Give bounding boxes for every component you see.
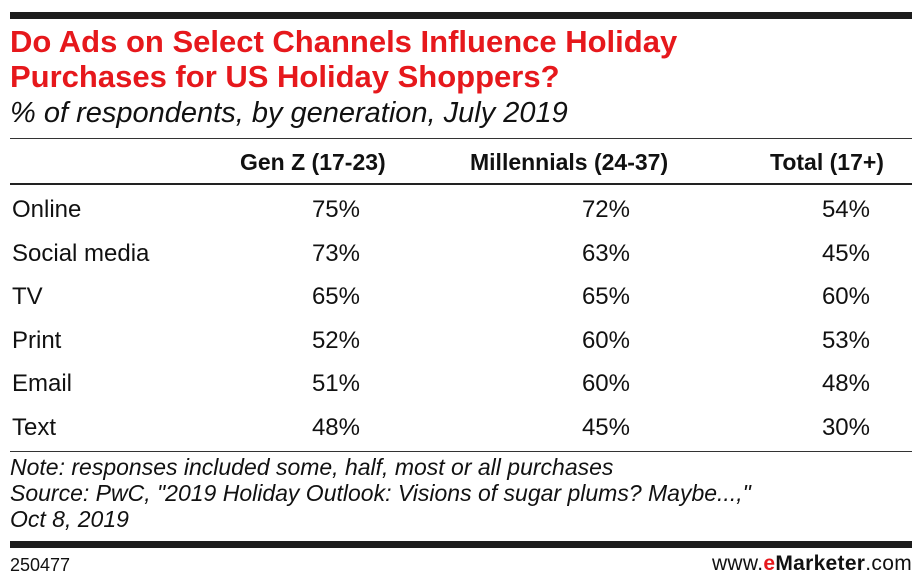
table-row: Social media 73% 63% 45%: [10, 232, 912, 275]
cell-total: 60%: [821, 283, 870, 310]
table-row: Print 52% 60% 53%: [10, 319, 912, 362]
cell-millennials: 72%: [581, 196, 630, 223]
column-header-millennials: Millennials (24-37): [470, 149, 669, 175]
header-bottom-rule: [10, 183, 912, 185]
cell-total: 30%: [821, 413, 870, 441]
cell-total: 48%: [821, 370, 870, 397]
cell-gen-z: 75%: [311, 196, 360, 223]
brand-suffix: .com: [865, 552, 912, 575]
cell-millennials: 63%: [581, 239, 630, 267]
row-label: Text: [12, 413, 57, 441]
cell-millennials: 60%: [581, 370, 630, 397]
table-row: Text 48% 45% 30%: [10, 406, 912, 449]
row-label: TV: [12, 283, 43, 310]
chart-title: Do Ads on Select Channels Influence Holi…: [10, 24, 678, 94]
brand-logo[interactable]: www.eMarketer.com: [712, 551, 912, 577]
table-row: Email 51% 60% 48%: [10, 362, 912, 405]
footer-rule: [10, 541, 912, 548]
chart-id: 250477: [10, 555, 71, 575]
table-row: TV 65% 65% 60%: [10, 275, 912, 318]
chart-note: Note: responses included some, half, mos…: [10, 454, 614, 480]
header-top-rule: [10, 138, 912, 139]
cell-total: 45%: [821, 239, 870, 267]
column-header-gen-z: Gen Z (17-23): [240, 149, 386, 175]
cell-millennials: 65%: [581, 283, 630, 310]
row-label: Print: [12, 326, 62, 354]
row-label: Email: [12, 370, 73, 397]
column-header-total: Total (17+): [770, 149, 884, 175]
brand-prefix: www.: [711, 552, 764, 575]
cell-gen-z: 51%: [311, 370, 360, 397]
cell-millennials: 45%: [581, 413, 630, 441]
cell-gen-z: 48%: [311, 413, 360, 441]
table-bottom-rule: [10, 451, 912, 452]
chart-source: Source: PwC, "2019 Holiday Outlook: Visi…: [10, 480, 751, 532]
cell-gen-z: 73%: [311, 239, 360, 267]
cell-gen-z: 52%: [311, 326, 360, 354]
chart-subtitle: % of respondents, by generation, July 20…: [10, 97, 568, 129]
cell-total: 54%: [821, 196, 870, 223]
cell-gen-z: 65%: [311, 283, 360, 310]
brand-name: Marketer: [775, 552, 866, 575]
table-row: Online 75% 72% 54%: [10, 188, 912, 231]
brand-e: e: [763, 552, 776, 575]
row-label: Online: [12, 196, 82, 223]
cell-millennials: 60%: [581, 326, 630, 354]
top-rule: [10, 12, 912, 19]
cell-total: 53%: [821, 326, 870, 354]
row-label: Social media: [12, 239, 150, 267]
